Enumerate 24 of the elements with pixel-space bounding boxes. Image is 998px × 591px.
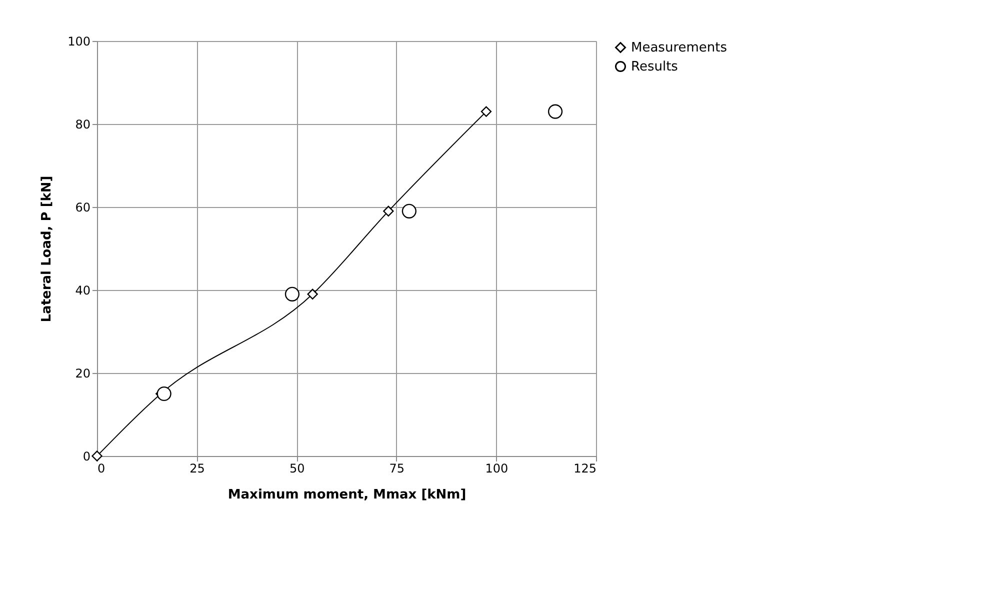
legend-label: Results xyxy=(631,60,678,74)
x-tick-label: 75 xyxy=(389,462,405,476)
x-tick-label: 100 xyxy=(485,462,508,476)
point xyxy=(548,104,563,119)
y-tick-label: 80 xyxy=(75,118,90,132)
x-tick-label: 125 xyxy=(574,462,596,476)
y-tick-label: 0 xyxy=(82,450,90,464)
point xyxy=(307,288,318,300)
x-tick-label: 25 xyxy=(190,462,205,476)
point xyxy=(156,386,172,402)
y-tick-label: 60 xyxy=(75,200,90,214)
x-tick-label: 0 xyxy=(98,462,106,476)
point xyxy=(480,106,492,117)
point xyxy=(383,206,394,216)
point xyxy=(284,286,300,302)
point xyxy=(402,204,416,218)
y-tick-label: 40 xyxy=(75,284,90,298)
y-axis-title: Lateral Load, P [kN] xyxy=(40,176,55,322)
x-axis-title: Maximum moment, Mmax [kNm] xyxy=(228,488,466,502)
legend-label: Measurements xyxy=(631,40,728,56)
x-tick-label: 50 xyxy=(289,462,305,476)
y-tick-label: 100 xyxy=(68,34,90,48)
y-tick-label: 20 xyxy=(75,366,90,380)
point xyxy=(92,450,102,462)
